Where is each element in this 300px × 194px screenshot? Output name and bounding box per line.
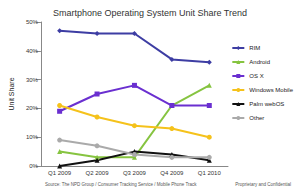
svg-text:10%: 10% <box>26 134 39 140</box>
svg-text:Q1 2009: Q1 2009 <box>48 170 72 176</box>
svg-text:Q2 2009: Q2 2009 <box>86 170 110 176</box>
svg-text:Proprietary and Confidential: Proprietary and Confidential <box>235 182 291 187</box>
svg-text:30%: 30% <box>26 77 39 83</box>
svg-text:Q1 2010: Q1 2010 <box>198 170 222 176</box>
svg-text:Smartphone Operating System Un: Smartphone Operating System Unit Share T… <box>53 8 247 18</box>
svg-text:Other: Other <box>249 115 264 121</box>
svg-text:RIM: RIM <box>249 45 260 51</box>
svg-text:20%: 20% <box>26 105 39 111</box>
svg-text:Q3 2009: Q3 2009 <box>123 170 147 176</box>
svg-text:Q4 2009: Q4 2009 <box>160 170 184 176</box>
svg-text:0%: 0% <box>29 163 38 169</box>
svg-text:40%: 40% <box>26 48 39 54</box>
svg-text:50%: 50% <box>26 19 39 25</box>
svg-text:Source: The NPD Group / Consum: Source: The NPD Group / Consumer Trackin… <box>45 182 197 187</box>
svg-text:Palm webOS: Palm webOS <box>249 101 284 107</box>
svg-text:Windows Mobile: Windows Mobile <box>249 87 293 93</box>
svg-text:OS X: OS X <box>249 73 263 79</box>
svg-text:Unit Share: Unit Share <box>8 77 15 110</box>
svg-text:Android: Android <box>249 59 270 65</box>
